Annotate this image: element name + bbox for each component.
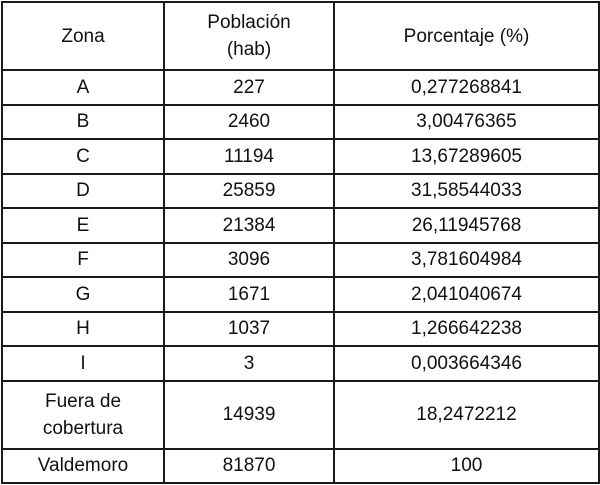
cell-porcentaje: 1,266642238 bbox=[333, 310, 600, 347]
table-row: C 11194 13,67289605 bbox=[1, 138, 600, 175]
table-row: B 2460 3,00476365 bbox=[1, 103, 600, 140]
cell-poblacion: 81870 bbox=[163, 447, 335, 484]
cell-porcentaje: 26,11945768 bbox=[333, 207, 600, 244]
cell-zona: A bbox=[1, 69, 165, 106]
header-row: Zona Población (hab) Porcentaje (%) bbox=[1, 1, 600, 71]
cell-porcentaje: 100 bbox=[333, 447, 600, 484]
zona-line2: cobertura bbox=[42, 417, 124, 439]
cell-poblacion: 3 bbox=[163, 345, 335, 382]
table-row-total: Valdemoro 81870 100 bbox=[1, 447, 600, 484]
cell-zona: C bbox=[1, 138, 165, 175]
cell-poblacion: 227 bbox=[163, 69, 335, 106]
table-row: A 227 0,277268841 bbox=[1, 69, 600, 106]
cell-zona: E bbox=[1, 207, 165, 244]
cell-porcentaje: 0,277268841 bbox=[333, 69, 600, 106]
cell-poblacion: 21384 bbox=[163, 207, 335, 244]
cell-poblacion: 3096 bbox=[163, 241, 335, 278]
cell-porcentaje: 3,781604984 bbox=[333, 241, 600, 278]
header-porcentaje: Porcentaje (%) bbox=[333, 1, 600, 71]
cell-poblacion: 1037 bbox=[163, 310, 335, 347]
cell-porcentaje: 18,2472212 bbox=[333, 379, 600, 450]
cell-zona: B bbox=[1, 103, 165, 140]
cell-zona: I bbox=[1, 345, 165, 382]
cell-poblacion: 11194 bbox=[163, 138, 335, 175]
header-zona: Zona bbox=[1, 1, 165, 71]
header-poblacion-line2: (hab) bbox=[226, 39, 272, 60]
cell-porcentaje: 2,041040674 bbox=[333, 276, 600, 313]
cell-zona: Valdemoro bbox=[1, 447, 165, 484]
cell-poblacion: 2460 bbox=[163, 103, 335, 140]
cell-poblacion: 1671 bbox=[163, 276, 335, 313]
cell-zona: Fuera de cobertura bbox=[1, 379, 165, 450]
table-row-fuera: Fuera de cobertura 14939 18,2472212 bbox=[1, 379, 600, 450]
cell-zona: G bbox=[1, 276, 165, 313]
zona-line1: Fuera de bbox=[44, 390, 122, 412]
cell-porcentaje: 0,003664346 bbox=[333, 345, 600, 382]
cell-porcentaje: 31,58544033 bbox=[333, 172, 600, 209]
table-row: E 21384 26,11945768 bbox=[1, 207, 600, 244]
header-poblacion-line1: Población bbox=[207, 12, 291, 33]
table-row: G 1671 2,041040674 bbox=[1, 276, 600, 313]
cell-poblacion: 25859 bbox=[163, 172, 335, 209]
table-row: H 1037 1,266642238 bbox=[1, 310, 600, 347]
header-poblacion: Población (hab) bbox=[163, 1, 335, 71]
table-row: D 25859 31,58544033 bbox=[1, 172, 600, 209]
cell-zona: D bbox=[1, 172, 165, 209]
cell-porcentaje: 13,67289605 bbox=[333, 138, 600, 175]
table-row: F 3096 3,781604984 bbox=[1, 241, 600, 278]
cell-porcentaje: 3,00476365 bbox=[333, 103, 600, 140]
table-row: I 3 0,003664346 bbox=[1, 345, 600, 382]
cell-zona: F bbox=[1, 241, 165, 278]
cell-zona: H bbox=[1, 310, 165, 347]
cell-poblacion: 14939 bbox=[163, 379, 335, 450]
